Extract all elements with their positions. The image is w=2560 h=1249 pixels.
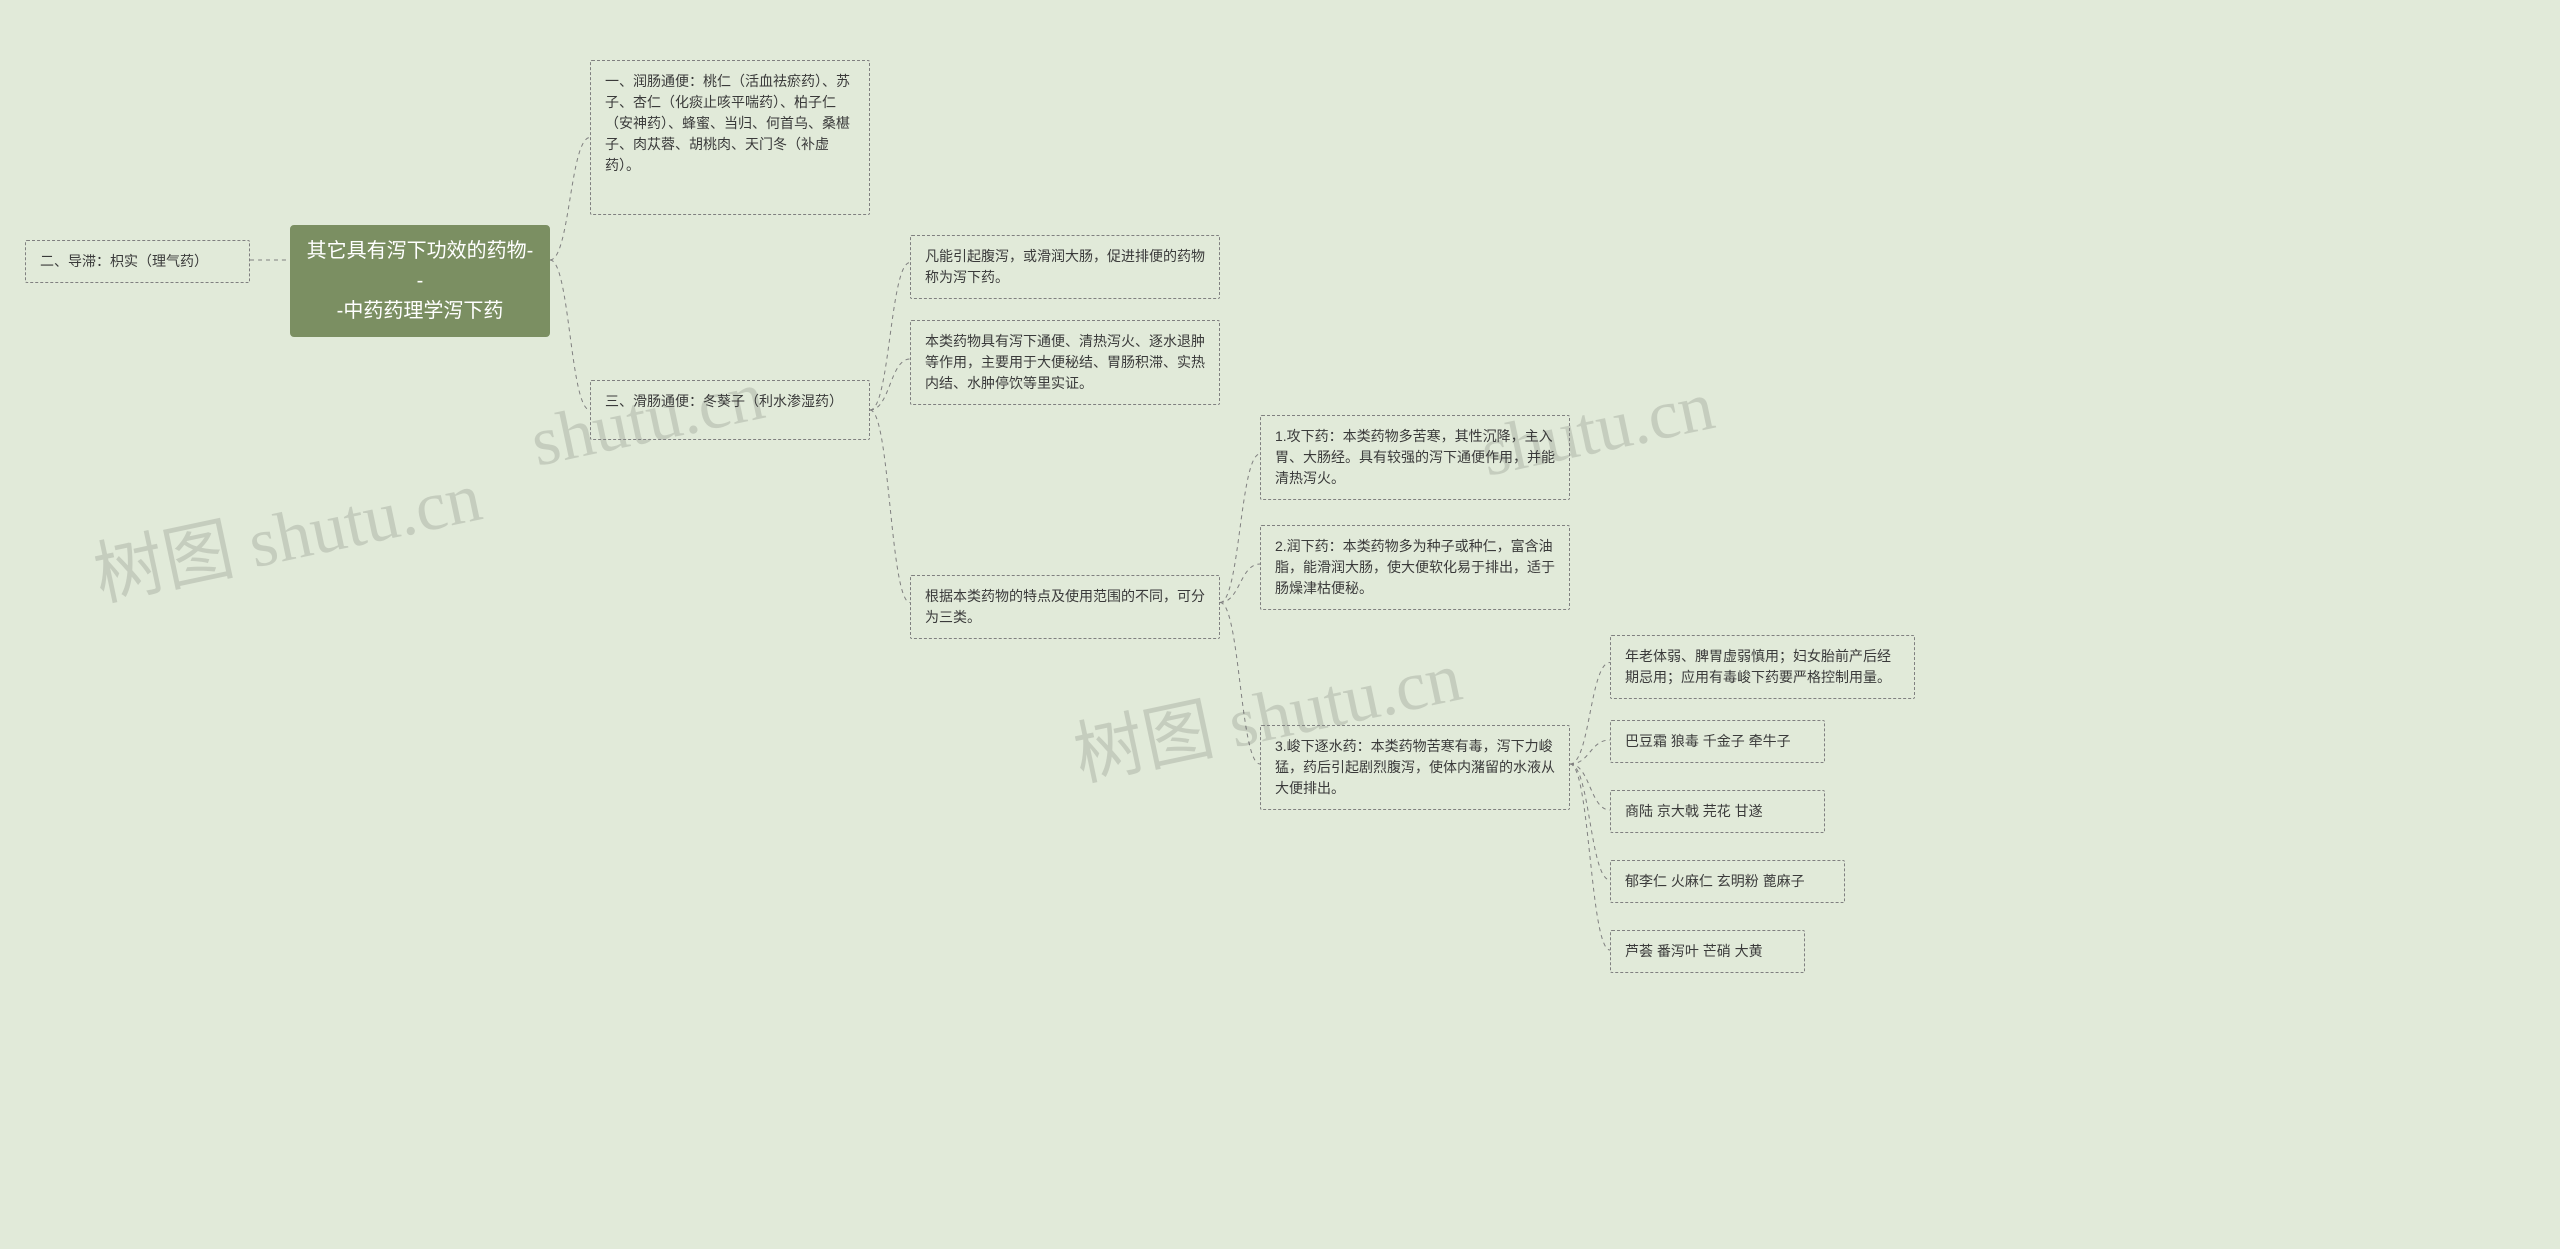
node-e3-label: 商陆 京大戟 芫花 甘遂 bbox=[1625, 803, 1763, 819]
node-c1-label: 凡能引起腹泻，或滑润大肠，促进排便的药物称为泻下药。 bbox=[925, 248, 1205, 285]
node-root[interactable]: 其它具有泻下功效的药物-- -中药药理学泻下药 bbox=[290, 225, 550, 337]
edge-d3-e1 bbox=[1570, 663, 1610, 765]
mindmap-canvas: 树图 shutu.cnshutu.cnshutu.cn树图 shutu.cn其它… bbox=[0, 0, 2560, 1249]
node-e3[interactable]: 商陆 京大戟 芫花 甘遂 bbox=[1610, 790, 1825, 833]
edge-root-b1 bbox=[550, 138, 590, 261]
node-root-label: 其它具有泻下功效的药物-- -中药药理学泻下药 bbox=[305, 236, 535, 326]
edge-d3-e4 bbox=[1570, 764, 1610, 880]
edge-root-b3 bbox=[550, 260, 590, 410]
edge-c3-d3 bbox=[1220, 603, 1260, 765]
edge-b3-c3 bbox=[870, 410, 910, 603]
edge-c3-d1 bbox=[1220, 454, 1260, 603]
node-d3[interactable]: 3.峻下逐水药：本类药物苦寒有毒，泻下力峻猛，药后引起剧烈腹泻，使体内潴留的水液… bbox=[1260, 725, 1570, 810]
node-d3-label: 3.峻下逐水药：本类药物苦寒有毒，泻下力峻猛，药后引起剧烈腹泻，使体内潴留的水液… bbox=[1275, 738, 1555, 796]
node-e2-label: 巴豆霜 狼毒 千金子 牵牛子 bbox=[1625, 733, 1791, 749]
node-e1-label: 年老体弱、脾胃虚弱慎用；妇女胎前产后经期忌用；应用有毒峻下药要严格控制用量。 bbox=[1625, 648, 1891, 685]
watermark: 树图 shutu.cn bbox=[84, 440, 489, 620]
node-b1-label: 一、润肠通便：桃仁（活血祛瘀药）、苏子、杏仁（化痰止咳平喘药）、柏子仁（安神药）… bbox=[605, 73, 850, 173]
node-e1[interactable]: 年老体弱、脾胃虚弱慎用；妇女胎前产后经期忌用；应用有毒峻下药要严格控制用量。 bbox=[1610, 635, 1915, 699]
node-e2[interactable]: 巴豆霜 狼毒 千金子 牵牛子 bbox=[1610, 720, 1825, 763]
node-e4-label: 郁李仁 火麻仁 玄明粉 蓖麻子 bbox=[1625, 873, 1805, 889]
edge-layer bbox=[0, 0, 2560, 1249]
node-e5-label: 芦荟 番泻叶 芒硝 大黄 bbox=[1625, 943, 1763, 959]
node-d1[interactable]: 1.攻下药：本类药物多苦寒，其性沉降，主入胃、大肠经。具有较强的泻下通便作用，并… bbox=[1260, 415, 1570, 500]
node-c2[interactable]: 本类药物具有泻下通便、清热泻火、逐水退肿等作用，主要用于大便秘结、胃肠积滞、实热… bbox=[910, 320, 1220, 405]
node-c3[interactable]: 根据本类药物的特点及使用范围的不同，可分为三类。 bbox=[910, 575, 1220, 639]
edge-c3-d2 bbox=[1220, 564, 1260, 603]
node-c3-label: 根据本类药物的特点及使用范围的不同，可分为三类。 bbox=[925, 588, 1205, 625]
edge-d3-e3 bbox=[1570, 764, 1610, 810]
node-d2-label: 2.润下药：本类药物多为种子或种仁，富含油脂，能滑润大肠，使大便软化易于排出，适… bbox=[1275, 538, 1555, 596]
edge-b3-c1 bbox=[870, 263, 910, 411]
node-d2[interactable]: 2.润下药：本类药物多为种子或种仁，富含油脂，能滑润大肠，使大便软化易于排出，适… bbox=[1260, 525, 1570, 610]
node-c2-label: 本类药物具有泻下通便、清热泻火、逐水退肿等作用，主要用于大便秘结、胃肠积滞、实热… bbox=[925, 333, 1205, 391]
node-left1-label: 二、导滞：枳实（理气药） bbox=[40, 253, 208, 269]
node-e4[interactable]: 郁李仁 火麻仁 玄明粉 蓖麻子 bbox=[1610, 860, 1845, 903]
node-e5[interactable]: 芦荟 番泻叶 芒硝 大黄 bbox=[1610, 930, 1805, 973]
node-left1[interactable]: 二、导滞：枳实（理气药） bbox=[25, 240, 250, 283]
edge-b3-c2 bbox=[870, 359, 910, 410]
node-d1-label: 1.攻下药：本类药物多苦寒，其性沉降，主入胃、大肠经。具有较强的泻下通便作用，并… bbox=[1275, 428, 1555, 486]
node-c1[interactable]: 凡能引起腹泻，或滑润大肠，促进排便的药物称为泻下药。 bbox=[910, 235, 1220, 299]
node-b1[interactable]: 一、润肠通便：桃仁（活血祛瘀药）、苏子、杏仁（化痰止咳平喘药）、柏子仁（安神药）… bbox=[590, 60, 870, 215]
edge-d3-e2 bbox=[1570, 740, 1610, 764]
node-b3-label: 三、滑肠通便：冬葵子（利水渗湿药） bbox=[605, 393, 843, 409]
edge-d3-e5 bbox=[1570, 764, 1610, 950]
node-b3[interactable]: 三、滑肠通便：冬葵子（利水渗湿药） bbox=[590, 380, 870, 440]
